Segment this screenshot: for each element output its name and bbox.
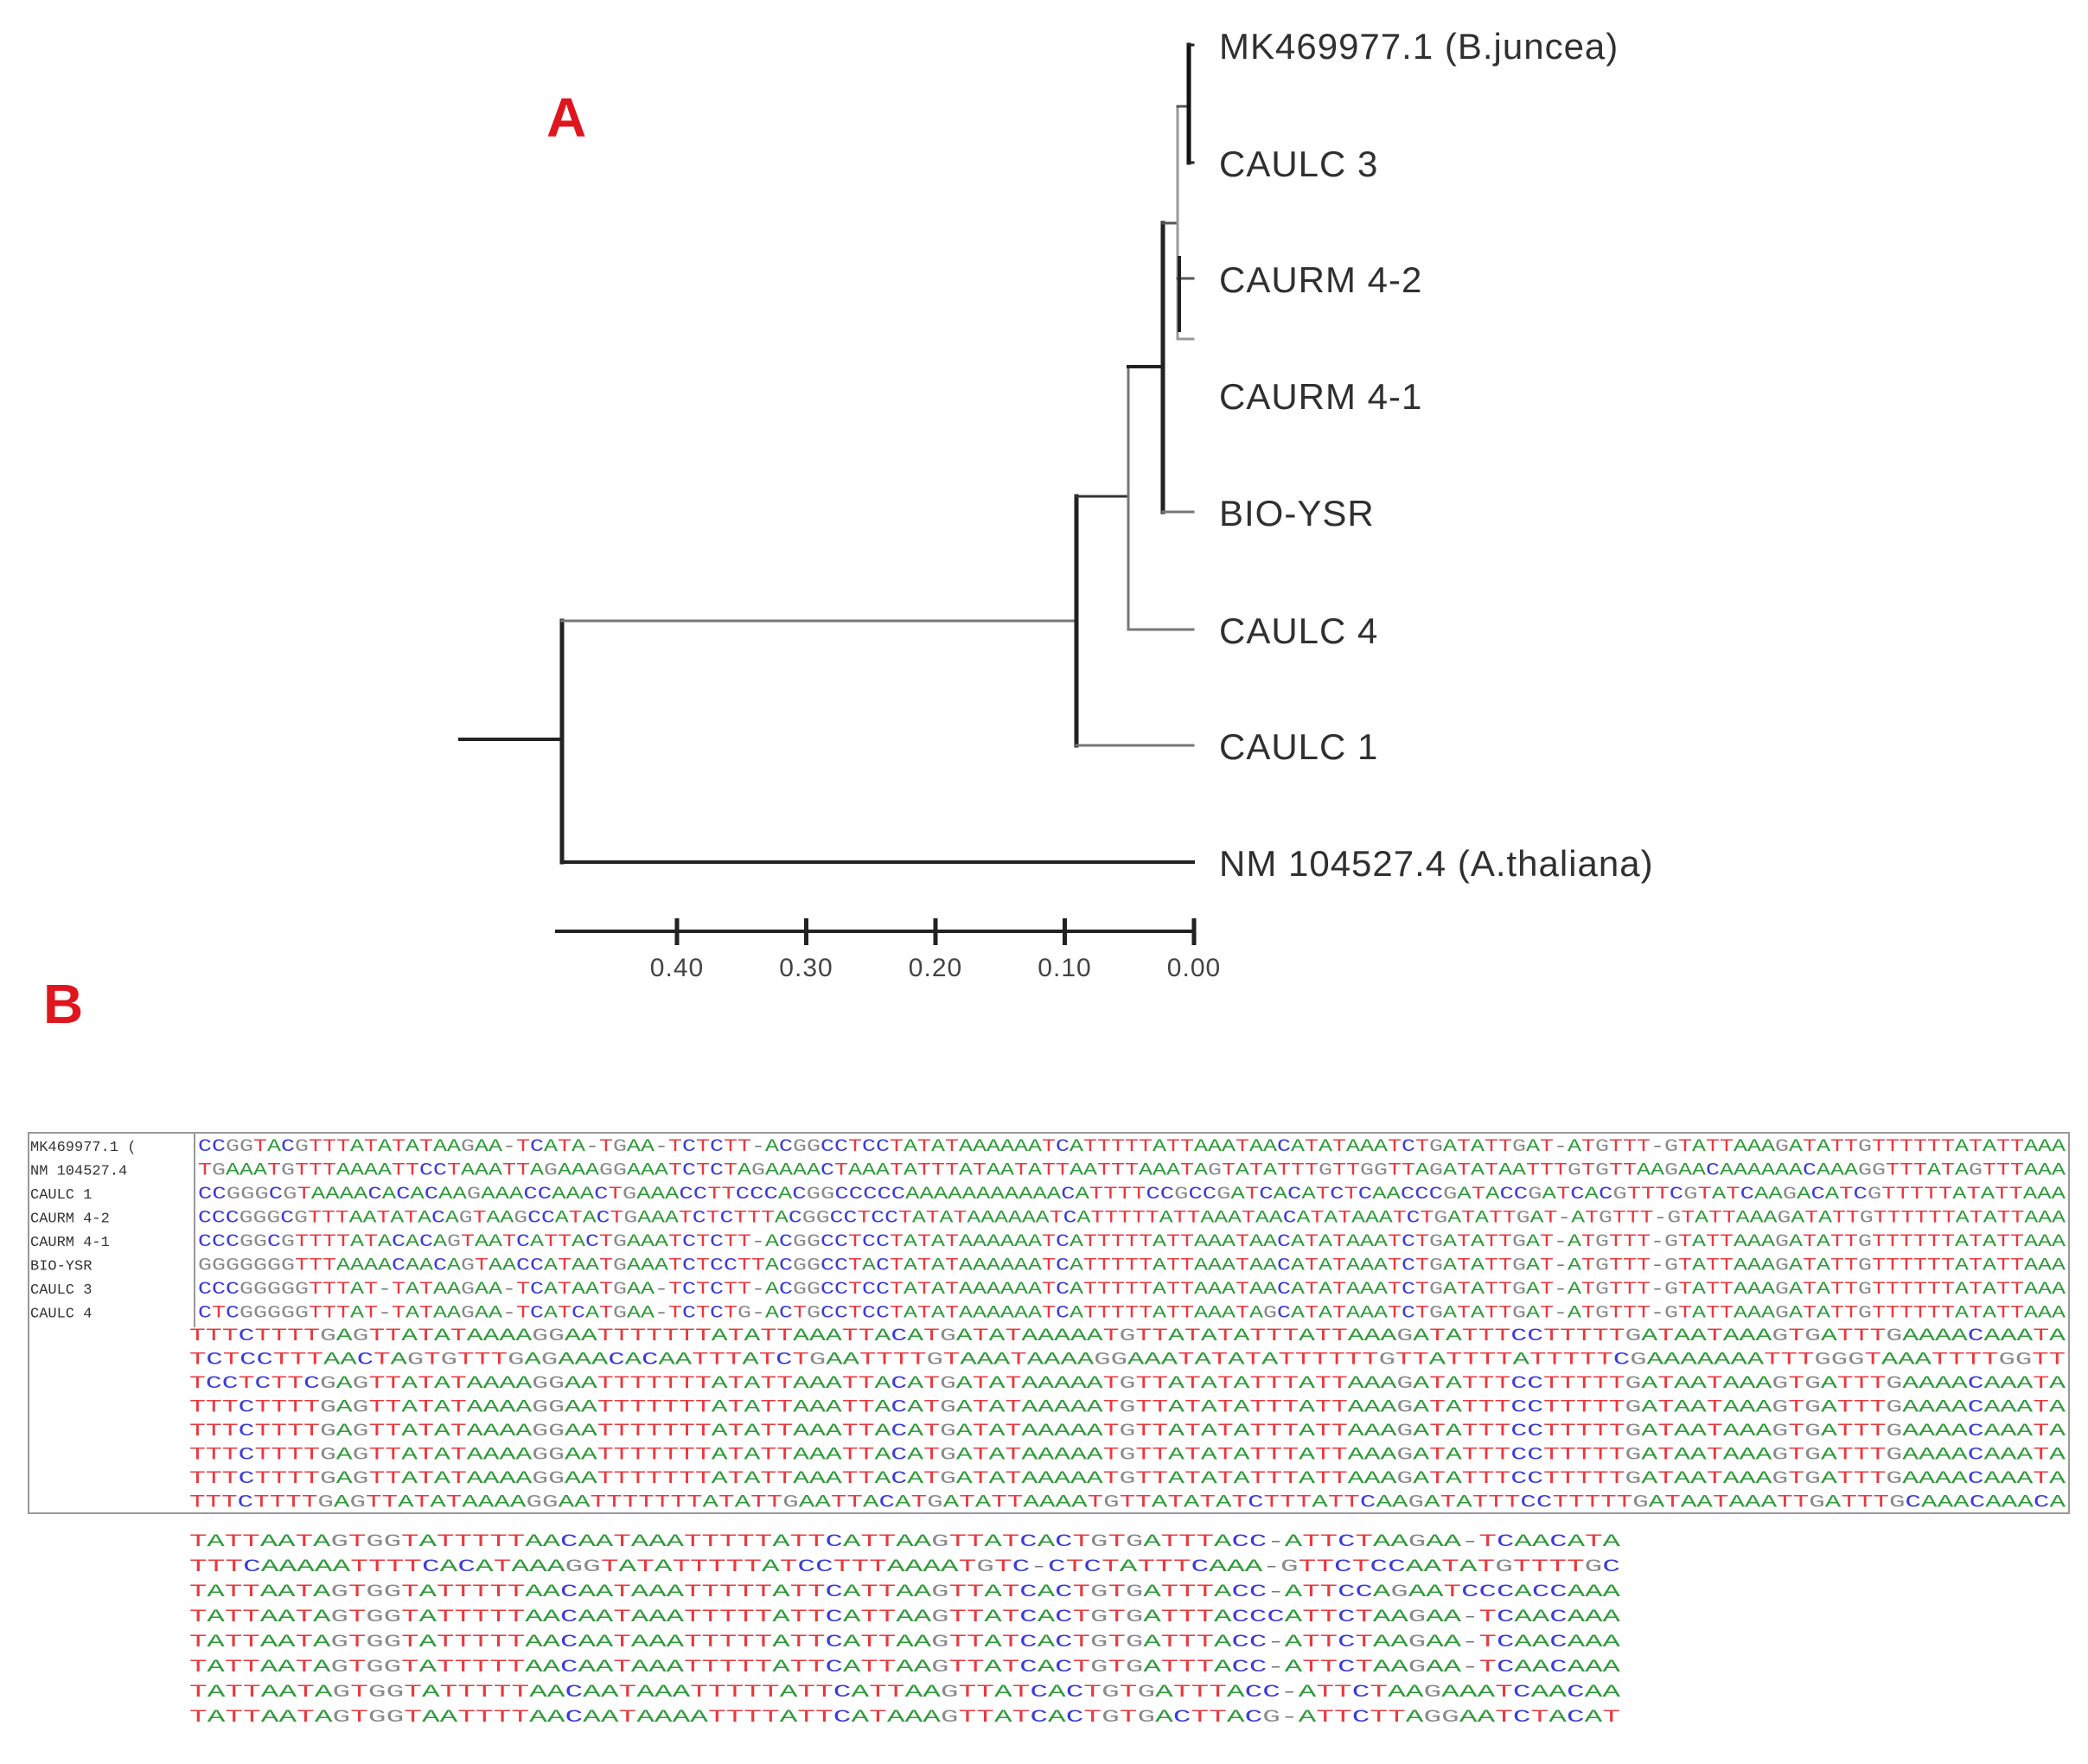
sequence-name: BIO-YSR — [30, 1259, 92, 1275]
panel-b: B MK469977.1 ( NM 104527.4 CAULC 1 CAURM 4-… — [28, 973, 2070, 1728]
taxon-label: CAURM 4-1 — [1219, 376, 1422, 417]
taxon-label: CAURM 4-2 — [1219, 259, 1422, 300]
sequence-name: MK469977.1 ( — [30, 1140, 136, 1156]
sequence-name: CAURM 4-1 — [30, 1235, 110, 1251]
sequence-name: CAULC 4 — [30, 1307, 92, 1323]
panel-b-label: B — [43, 973, 83, 1035]
alignment-frame — [28, 1132, 2070, 1514]
taxon-label: CAULC 4 — [1219, 610, 1378, 651]
sequence-name: NM 104527.4 — [30, 1164, 127, 1180]
panel-a: A MK46997 — [458, 26, 1654, 982]
taxon-label: BIO-YSR — [1219, 493, 1375, 534]
sequence-names: MK469977.1 ( NM 104527.4 CAULC 1 CAURM 4-2 C… — [30, 1140, 136, 1323]
taxon-labels: MK469977.1 (B.juncea) CAULC 3 CAURM 4-2 … — [1219, 26, 1654, 884]
scale-bar: 0.40 0.30 0.20 0.10 0.00 — [555, 918, 1221, 982]
scale-tick-label: 0.20 — [909, 954, 962, 982]
scale-tick-label: 0.10 — [1038, 954, 1091, 982]
sequence-name: CAURM 4-2 — [30, 1211, 110, 1228]
sequence-name: CAULC 1 — [30, 1187, 92, 1204]
taxon-label: NM 104527.4 (A.thaliana) — [1219, 843, 1654, 884]
scale-tick-label: 0.30 — [779, 954, 833, 982]
scale-tick-label: 0.40 — [650, 954, 704, 982]
panel-a-label: A — [546, 86, 586, 149]
sequence-name: CAULC 3 — [30, 1282, 92, 1299]
taxon-label: CAULC 1 — [1219, 726, 1378, 767]
scale-tick-label: 0.00 — [1167, 954, 1221, 982]
scale-ticks: 0.40 0.30 0.20 0.10 0.00 — [650, 918, 1221, 982]
taxon-label: CAULC 3 — [1219, 144, 1378, 184]
taxon-label: MK469977.1 (B.juncea) — [1219, 26, 1619, 67]
phylogenetic-tree — [458, 42, 1195, 865]
